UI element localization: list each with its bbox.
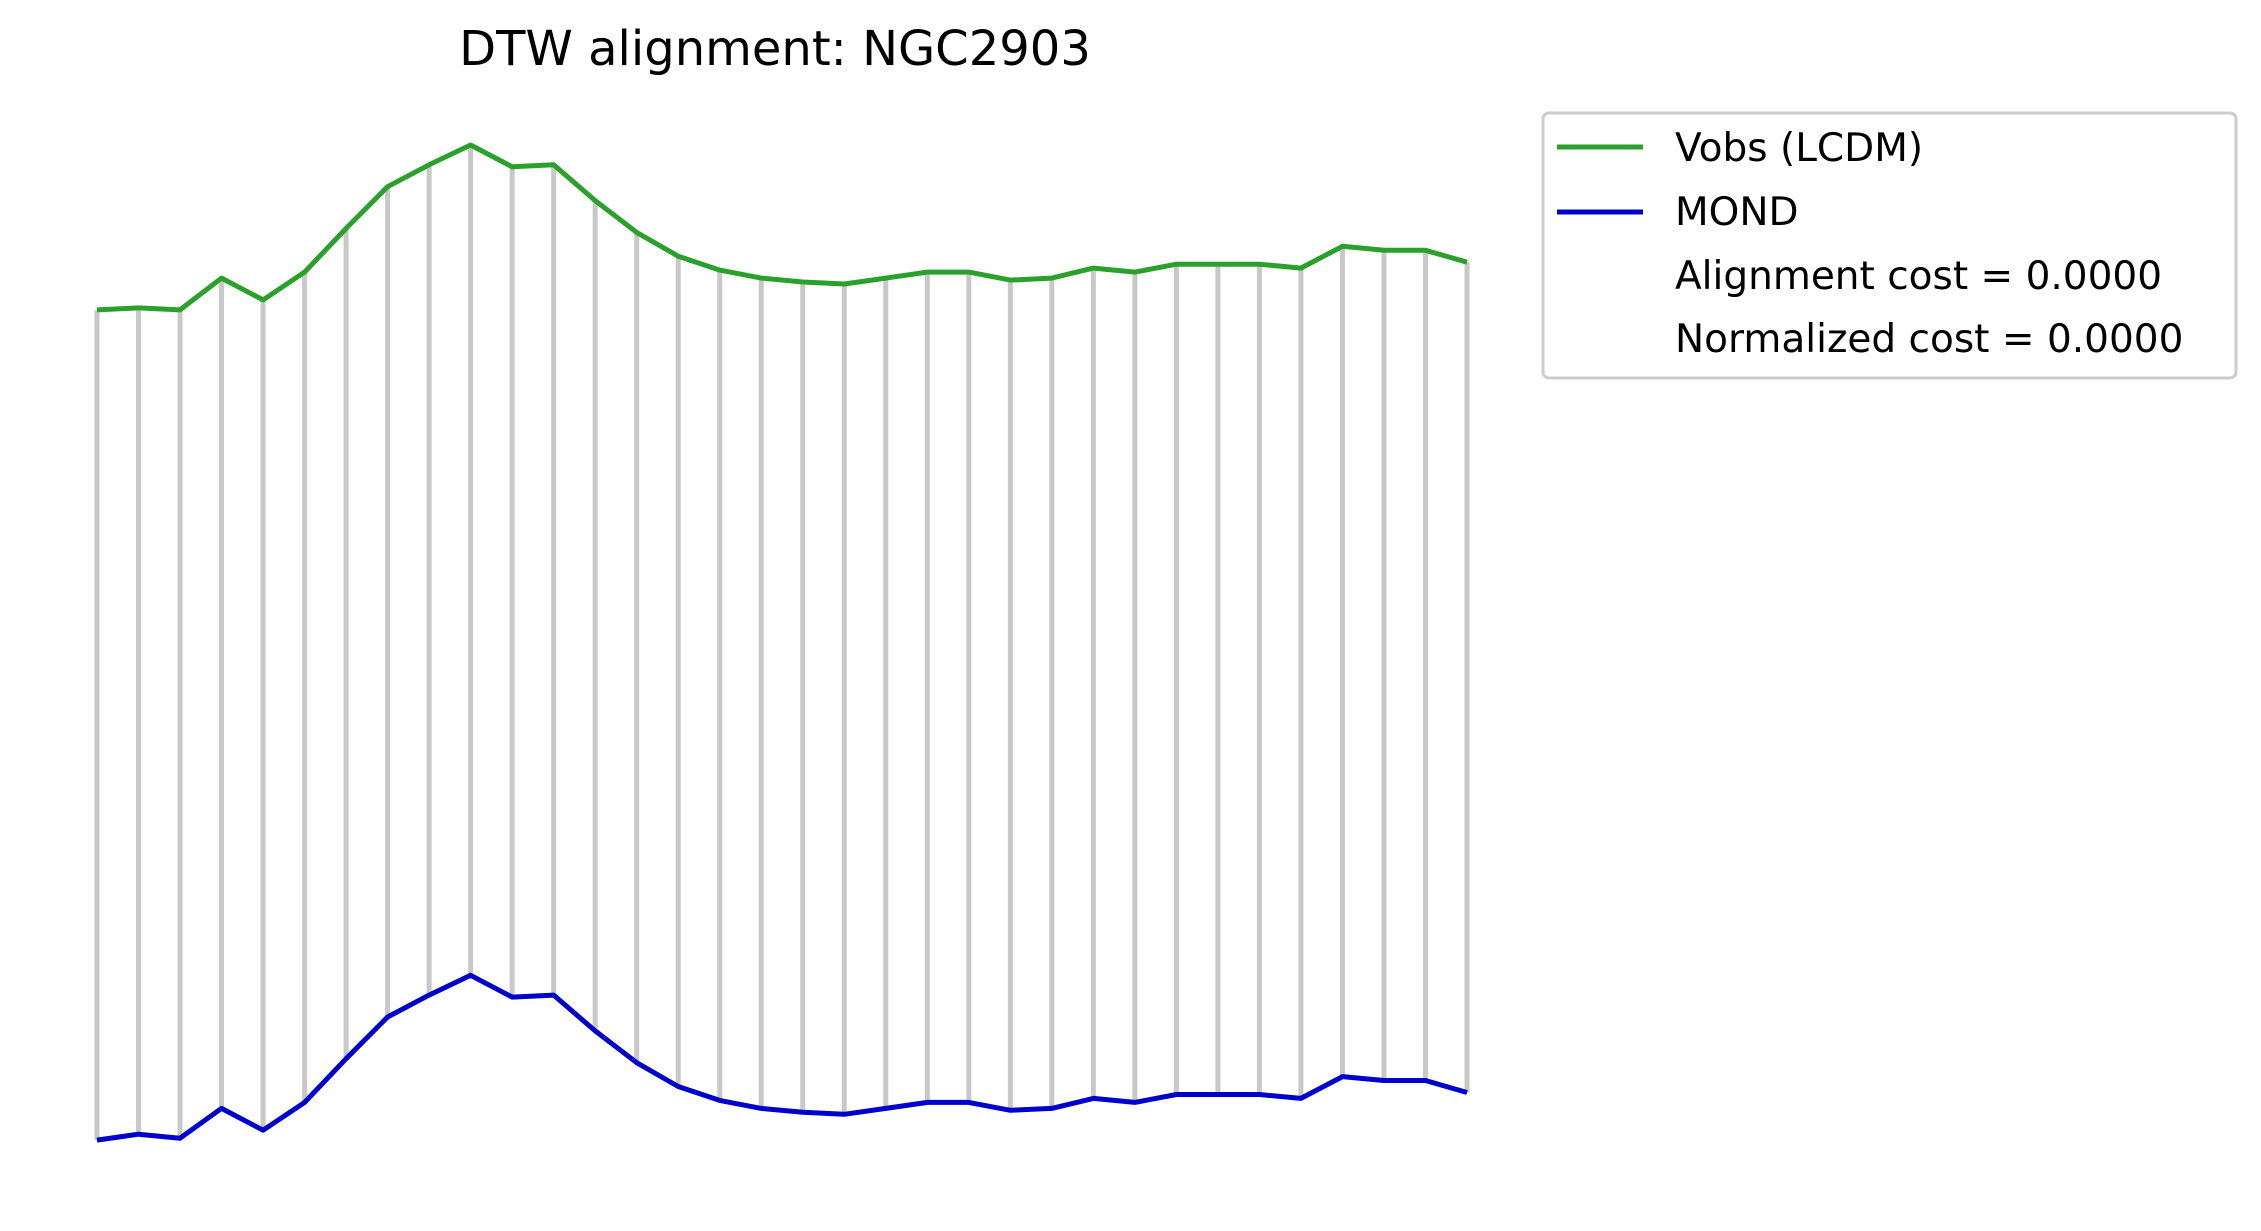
legend-label-vobs: Vobs (LCDM) bbox=[1675, 126, 1923, 171]
legend-normalized-cost: Normalized cost = 0.0000 bbox=[1675, 317, 2183, 362]
series-lines bbox=[96, 142, 1468, 1143]
chart-title: DTW alignment: NGC2903 bbox=[459, 21, 1091, 77]
legend-box bbox=[1541, 111, 2238, 380]
legend-label-mond: MOND bbox=[1675, 190, 1799, 235]
series-line-vobs bbox=[96, 142, 1468, 313]
series-line-mond bbox=[96, 972, 1468, 1143]
legend: Vobs (LCDM) MOND Alignment cost = 0.0000… bbox=[1541, 111, 2238, 380]
alignment-lines bbox=[94, 144, 1470, 1141]
legend-alignment-cost: Alignment cost = 0.0000 bbox=[1675, 254, 2162, 299]
